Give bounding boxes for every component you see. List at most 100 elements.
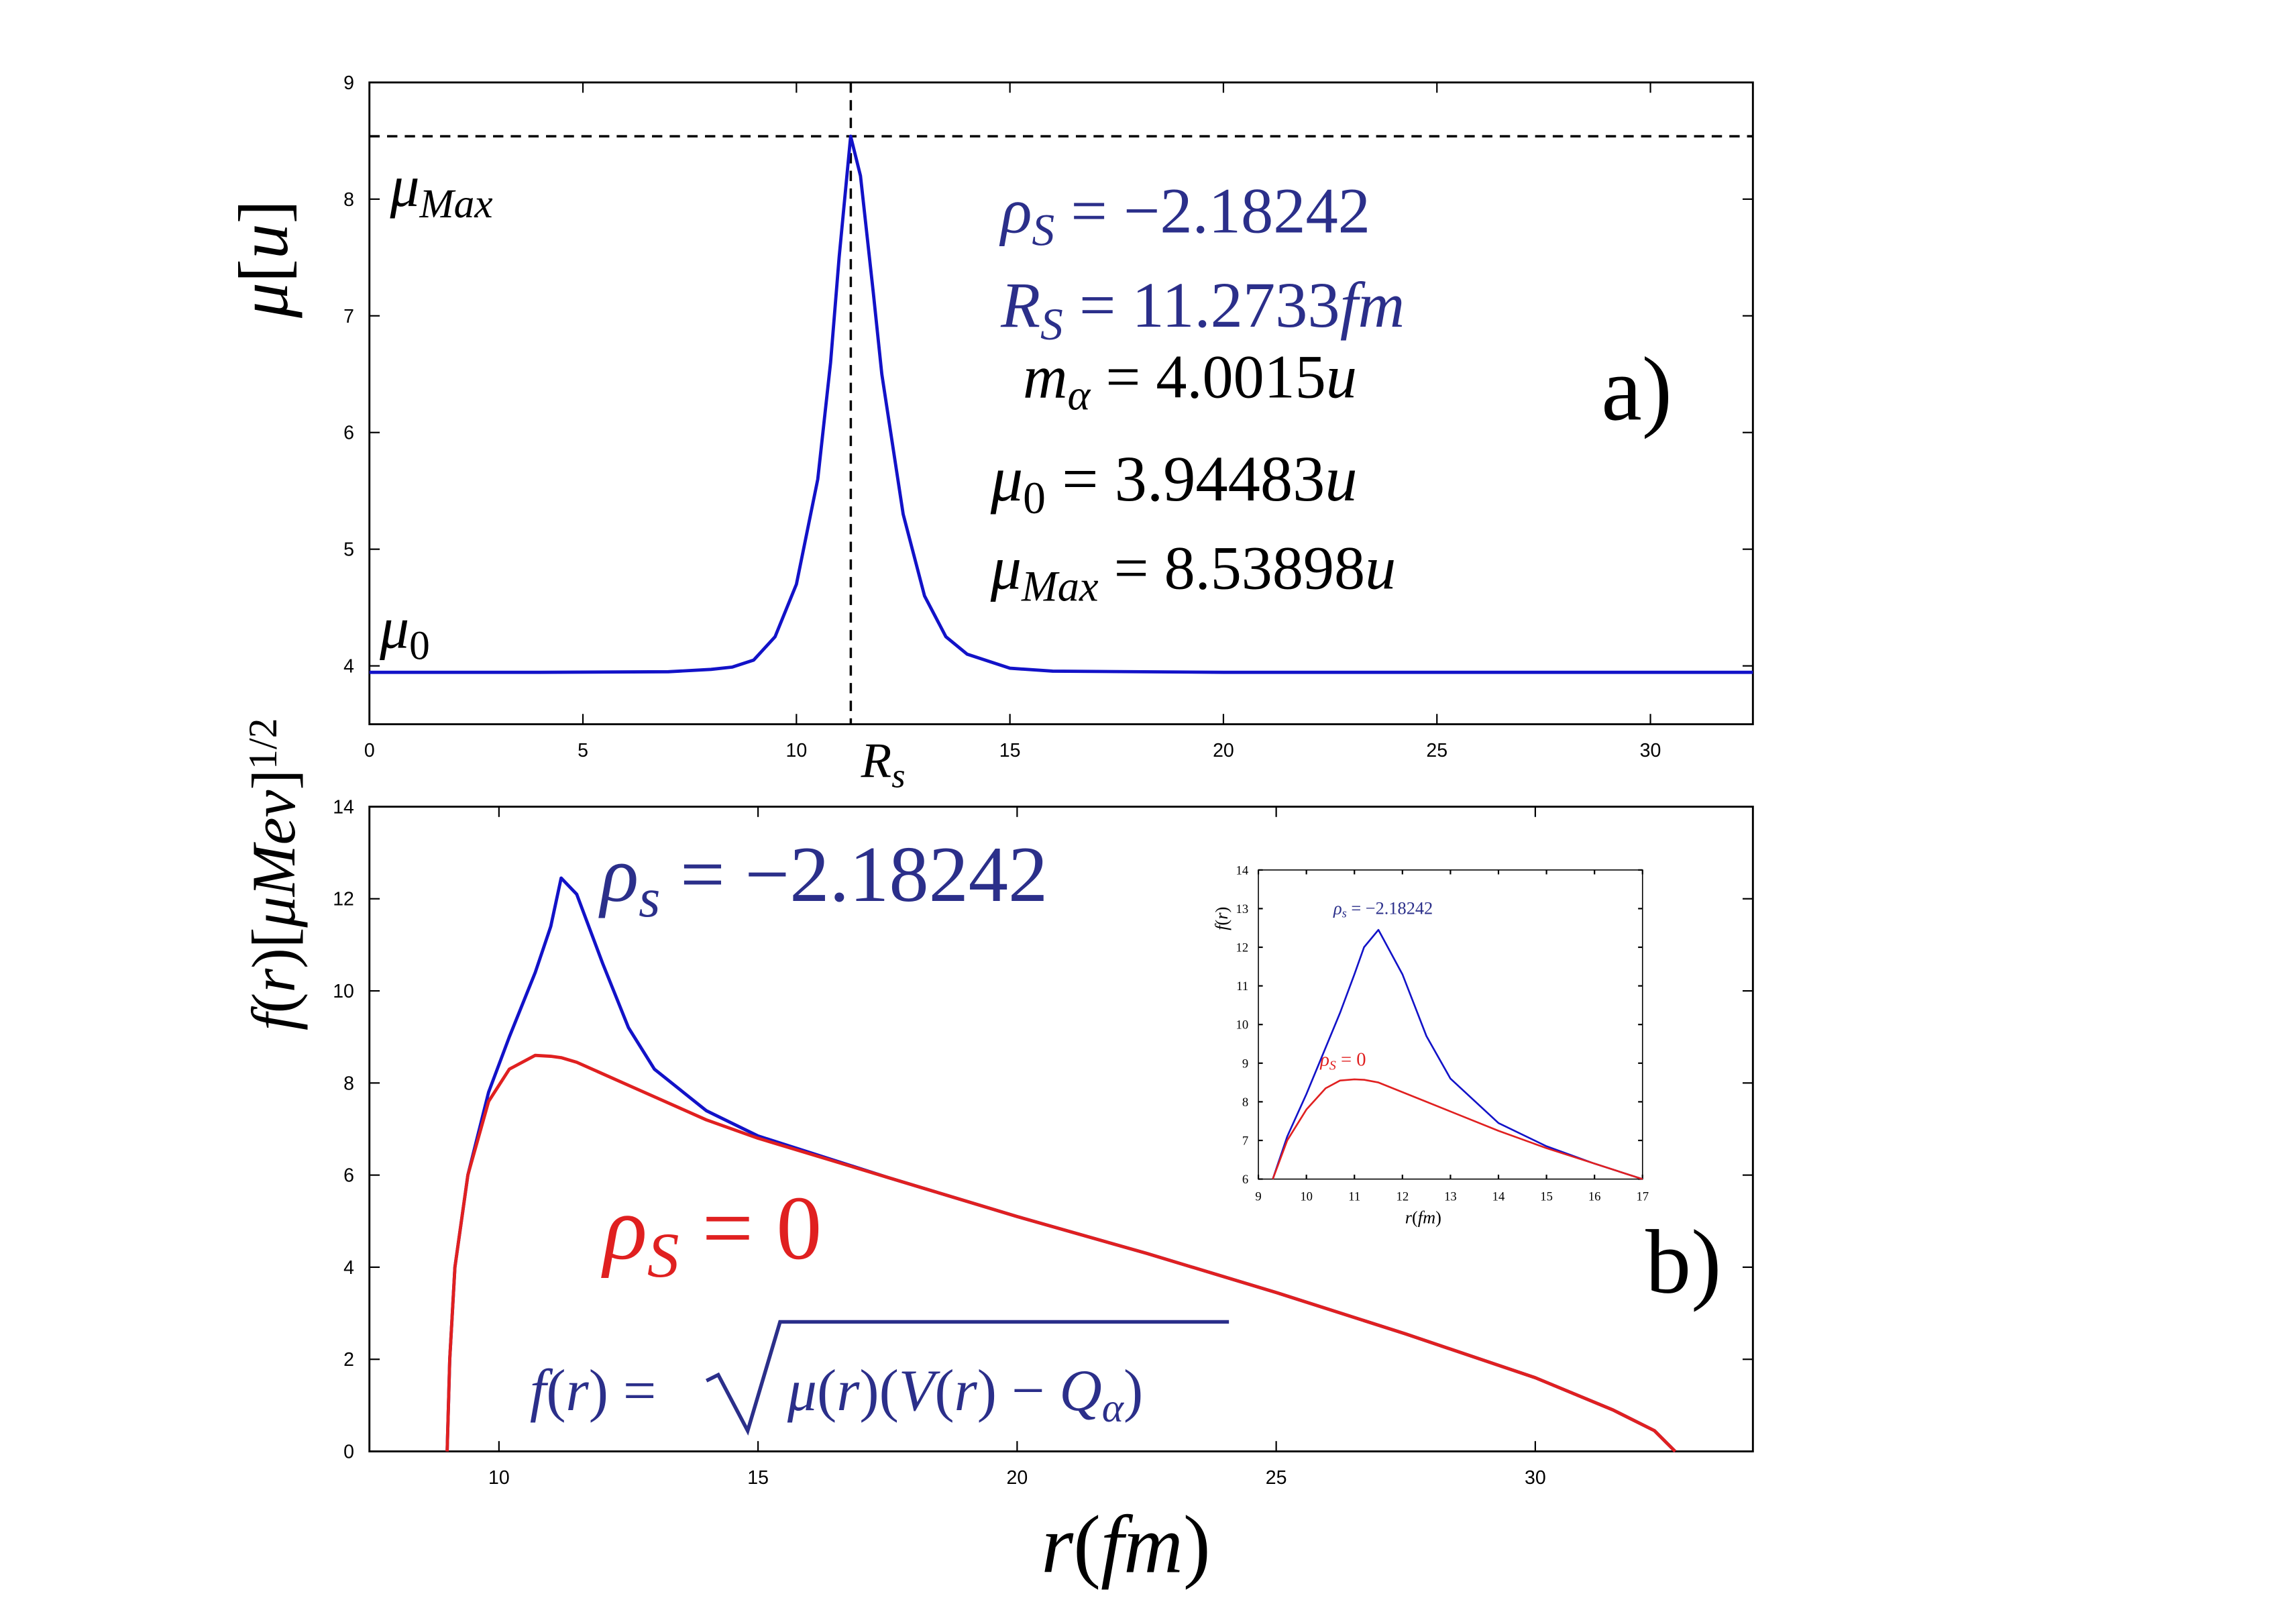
y-tick-label: 8: [343, 189, 354, 211]
math-part: (: [817, 1358, 836, 1423]
math-part: m: [1023, 342, 1068, 411]
math-part: = 4.0015: [1090, 342, 1325, 411]
series-line: [369, 134, 1753, 674]
x-tick-label: 9: [1255, 1189, 1261, 1204]
math-part: )[: [239, 927, 308, 968]
y-tick-label: 6: [343, 1165, 354, 1187]
y-tick-label: 11: [1236, 979, 1248, 994]
radical-sign: [706, 1320, 1229, 1436]
annotation: μMax = 8.53898u: [990, 534, 1396, 610]
math-part: S: [1329, 1058, 1336, 1073]
x-tick-label: 16: [1588, 1189, 1601, 1204]
x-tick-label: 15: [747, 1467, 769, 1489]
x-tick-label: 17: [1636, 1189, 1649, 1204]
math-part: u: [1365, 534, 1396, 602]
math-part: r: [836, 1358, 860, 1423]
annotation: ρS = 0: [1319, 1050, 1366, 1073]
math-part: ρ: [601, 1178, 647, 1279]
x-tick-label: 25: [1426, 740, 1447, 761]
math-part: [: [224, 259, 303, 282]
math-part: S: [647, 1220, 679, 1291]
math-part: V: [899, 1358, 941, 1423]
y-tick-label: 8: [343, 1073, 354, 1094]
math-part: R: [861, 734, 892, 789]
math-part: μ: [787, 1358, 817, 1423]
annotation: ρS = −2.18242: [999, 175, 1370, 256]
math-part: fm: [1418, 1208, 1435, 1227]
x-tick-label: 15: [1540, 1189, 1553, 1204]
math-part: (: [1073, 1499, 1101, 1590]
math-part: 0: [1023, 473, 1046, 523]
y-tick-label: 6: [343, 423, 354, 444]
math-part: r: [954, 1358, 978, 1423]
math-part: = 8.53898: [1099, 534, 1366, 602]
math-part: ) =: [589, 1358, 671, 1423]
y-tick-label: 0: [343, 1442, 354, 1463]
x-axis-label: r(fm): [1405, 1208, 1441, 1227]
math-part: 1/2: [241, 718, 285, 769]
x-tick-label: 5: [578, 740, 588, 761]
x-tick-label: 25: [1266, 1467, 1287, 1489]
annotation: mα = 4.0015u: [1023, 342, 1357, 419]
math-part: μ: [389, 154, 419, 219]
math-part: r: [566, 1358, 590, 1423]
y-tick-label: 8: [1242, 1095, 1248, 1110]
y-tick-label: 13: [1236, 902, 1249, 916]
math-part: (: [546, 1358, 565, 1423]
math-part: = −2.18242: [1347, 899, 1433, 918]
math-part: μ: [990, 443, 1023, 515]
math-part: (: [1412, 1208, 1418, 1227]
math-part: α: [1102, 1385, 1125, 1431]
math-part: (: [1212, 920, 1232, 926]
math-part: ): [1124, 1358, 1143, 1423]
math-part: f: [1212, 923, 1232, 930]
math-part: μ: [379, 595, 409, 660]
math-part: ρ: [598, 830, 639, 918]
y-tick-label: 14: [333, 796, 354, 818]
math-part: ρ: [1333, 899, 1342, 918]
math-part: = 3.94483: [1046, 443, 1325, 515]
y-tick-label: 12: [333, 889, 354, 910]
math-part: ): [1183, 1499, 1211, 1590]
y-tick-label: 6: [1242, 1173, 1248, 1187]
y-tick-label: 10: [333, 981, 354, 1002]
math-part: s: [1342, 907, 1347, 920]
math-part: μ: [990, 534, 1022, 602]
y-tick-label: 12: [1236, 941, 1249, 955]
math-part: )(: [859, 1358, 898, 1423]
math-part: = 0: [1336, 1050, 1366, 1071]
annotation: ρs = −2.18242: [598, 830, 1048, 928]
plot-frame: [1258, 869, 1643, 1180]
y-tick-label: 7: [343, 306, 354, 327]
y-tick-label: 9: [1242, 1057, 1248, 1071]
y-tick-label: 9: [343, 72, 354, 94]
x-tick-label: 20: [1007, 1467, 1028, 1489]
annotation: μ0: [379, 595, 430, 668]
math-part: ) −: [977, 1358, 1060, 1423]
panel-label: b): [1645, 1212, 1721, 1313]
series-line: [445, 1053, 1677, 1453]
plot-frame: [368, 806, 1754, 1452]
annotation: μ0 = 3.94483u: [990, 443, 1358, 523]
math-part: S: [1032, 205, 1054, 256]
math-part: (: [239, 993, 308, 1014]
math-part: (: [934, 1358, 954, 1423]
y-tick-label: 4: [343, 1257, 354, 1279]
math-part: fm: [1101, 1499, 1183, 1590]
plot-frame: [368, 81, 1754, 726]
math-part: Q: [1059, 1358, 1101, 1423]
math-part: μ: [239, 896, 308, 928]
x-tick-label: 11: [1348, 1189, 1360, 1204]
math-part: = −2.18242: [660, 830, 1048, 918]
y-tick-label: 10: [1236, 1018, 1249, 1032]
x-tick-label: 0: [364, 740, 375, 761]
x-tick-label: 30: [1525, 1467, 1546, 1489]
math-part: r: [1405, 1208, 1413, 1227]
series-line: [1272, 1078, 1643, 1180]
math-part: S: [1040, 299, 1063, 350]
annotation: RS = 11.2733fm: [1000, 269, 1405, 350]
math-part: u: [1326, 342, 1357, 411]
math-part: u: [1325, 443, 1357, 515]
